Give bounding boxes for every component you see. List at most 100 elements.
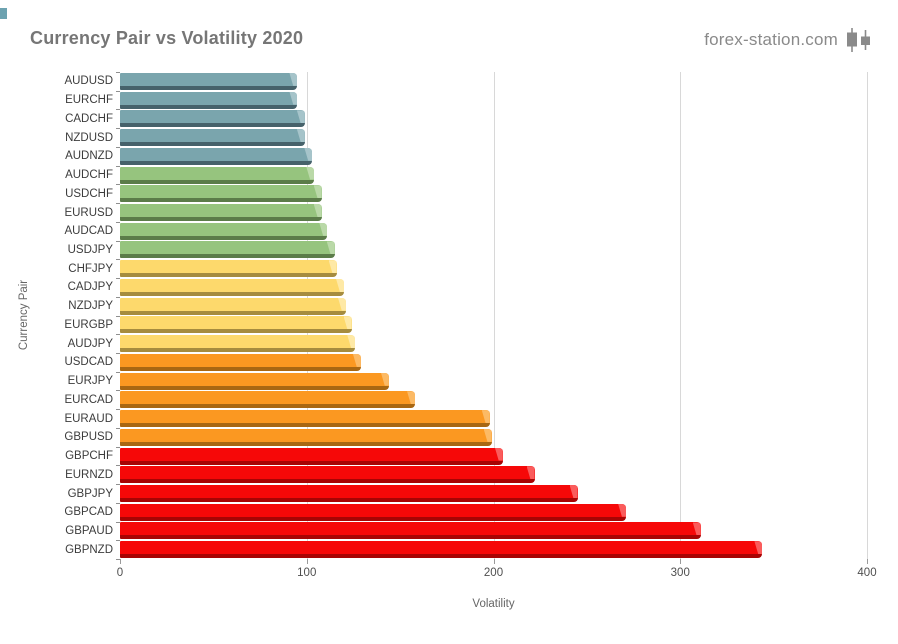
y-axis-tick-label: CADJPY — [67, 281, 113, 294]
y-axis-tick — [116, 446, 120, 448]
bar-audcad — [120, 222, 328, 240]
bar-usdchf — [120, 185, 322, 203]
bar-audjpy — [120, 335, 356, 353]
bar-row: GBPCAD — [64, 503, 867, 522]
y-axis-tick — [116, 203, 120, 205]
y-axis-tick-label: USDCAD — [64, 356, 113, 369]
x-axis-tick-label: 400 — [857, 567, 877, 579]
y-axis-tick — [116, 540, 120, 542]
y-axis-tick-label: GBPUSD — [64, 431, 113, 444]
bar-eurusd — [120, 204, 322, 221]
brand-name: forex-station.com — [704, 30, 838, 49]
bar-usdjpy — [120, 241, 335, 259]
y-axis-tick — [116, 90, 120, 92]
gridline — [493, 72, 495, 559]
y-axis-tick-label: NZDUSD — [65, 131, 113, 144]
y-axis-tick — [116, 559, 120, 560]
bar-row: EURCAD — [64, 390, 867, 409]
bar-row: GBPCHF — [65, 447, 867, 466]
bar-usdcad — [120, 353, 361, 371]
bar-row: EURUSD — [64, 203, 867, 222]
y-axis-tick-label: AUDJPY — [67, 337, 113, 350]
y-axis-tick — [116, 352, 120, 354]
bar-row: CHFJPY — [68, 259, 867, 278]
x-axis-tick-label: 100 — [297, 567, 317, 579]
bar-row: AUDNZD — [65, 147, 867, 166]
y-axis-tick — [116, 128, 120, 130]
bar-row: AUDCAD — [64, 222, 867, 241]
y-axis-tick — [116, 502, 120, 504]
bar-row: AUDCHF — [65, 166, 867, 185]
y-axis-tick-label: CADCHF — [65, 112, 113, 125]
y-axis-tick — [116, 221, 120, 223]
bar-nzdjpy — [120, 297, 346, 315]
bar-eurjpy — [120, 372, 389, 390]
y-axis-tick — [116, 72, 120, 73]
bar-row: EURAUD — [64, 409, 867, 428]
x-axis-tick — [493, 559, 495, 564]
y-axis-tick-label: AUDUSD — [64, 75, 113, 88]
y-axis-tick-label: EURCHF — [65, 94, 113, 107]
y-axis-tick — [116, 259, 120, 261]
y-axis-tick — [116, 409, 120, 411]
bar-euraud — [120, 410, 490, 428]
bar-gbpjpy — [120, 485, 578, 503]
x-axis-tick-label: 300 — [670, 567, 690, 579]
y-axis-tick-label: GBPAUD — [65, 524, 113, 537]
y-axis-tick — [116, 521, 120, 523]
bar-gbpusd — [120, 428, 492, 446]
x-axis-title: Volatility — [472, 598, 515, 610]
bar-row: EURCHF — [65, 91, 867, 110]
bar-audchf — [120, 166, 315, 184]
bar-row: GBPAUD — [65, 522, 867, 541]
x-axis-tick-label: 0 — [116, 567, 124, 579]
y-axis-tick — [116, 165, 120, 167]
bar-chfjpy — [120, 260, 337, 278]
y-axis-tick-label: USDCHF — [65, 187, 113, 200]
bar-nzdusd — [120, 129, 305, 147]
gridline — [867, 72, 868, 559]
y-axis-tick — [116, 240, 120, 242]
y-axis-tick-label: EURJPY — [67, 375, 113, 388]
x-axis-tick — [306, 559, 308, 564]
y-axis-tick — [116, 334, 120, 336]
y-axis-tick — [116, 371, 120, 373]
y-axis-tick-label: AUDNZD — [65, 150, 113, 163]
y-axis-tick-label: GBPCHF — [65, 450, 113, 463]
corner-mark — [0, 8, 7, 19]
y-axis-tick-label: EURGBP — [64, 318, 113, 331]
y-axis-tick-label: USDJPY — [67, 243, 113, 256]
chart-title: Currency Pair vs Volatility 2020 — [30, 28, 304, 48]
y-axis-tick-label: AUDCAD — [64, 225, 113, 238]
bar-cadjpy — [120, 278, 345, 296]
bar-row: GBPJPY — [68, 484, 867, 503]
plot-area: AUDUSD EURCHF CADCHF NZDUSD AUDNZD AUDCHF USDC… — [64, 72, 868, 560]
bar-row: EURNZD — [65, 465, 867, 484]
y-axis-tick — [116, 146, 120, 148]
y-axis-tick — [116, 296, 120, 298]
y-axis-tick-label: EURNZD — [65, 468, 113, 481]
bar-audusd — [120, 72, 298, 90]
bar-row: EURJPY — [68, 372, 867, 391]
x-axis-tick-label: 200 — [483, 567, 504, 579]
bar-eurcad — [120, 391, 416, 409]
brand: forex-station.com — [704, 28, 872, 52]
bar-row: CADCHF — [65, 109, 867, 128]
y-axis-tick — [116, 465, 120, 467]
y-axis-tick — [116, 278, 120, 280]
bar-gbpchf — [120, 447, 503, 465]
y-axis-tick — [116, 484, 120, 486]
y-axis-tick-label: CHFJPY — [68, 262, 113, 275]
bar-row: AUDJPY — [68, 334, 867, 353]
x-axis-tick — [867, 559, 868, 564]
bar-row: USDCHF — [65, 184, 867, 203]
bar-eurchf — [120, 91, 298, 109]
bar-row: EURGBP — [64, 316, 867, 335]
candlestick-icon — [844, 28, 872, 52]
y-axis-tick — [116, 184, 120, 186]
y-axis-tick-label: GBPCAD — [64, 506, 113, 519]
y-axis-tick-label: GBPNZD — [65, 543, 113, 556]
y-axis-tick-label: AUDCHF — [65, 169, 113, 182]
bar-row: GBPNZD — [65, 540, 867, 559]
